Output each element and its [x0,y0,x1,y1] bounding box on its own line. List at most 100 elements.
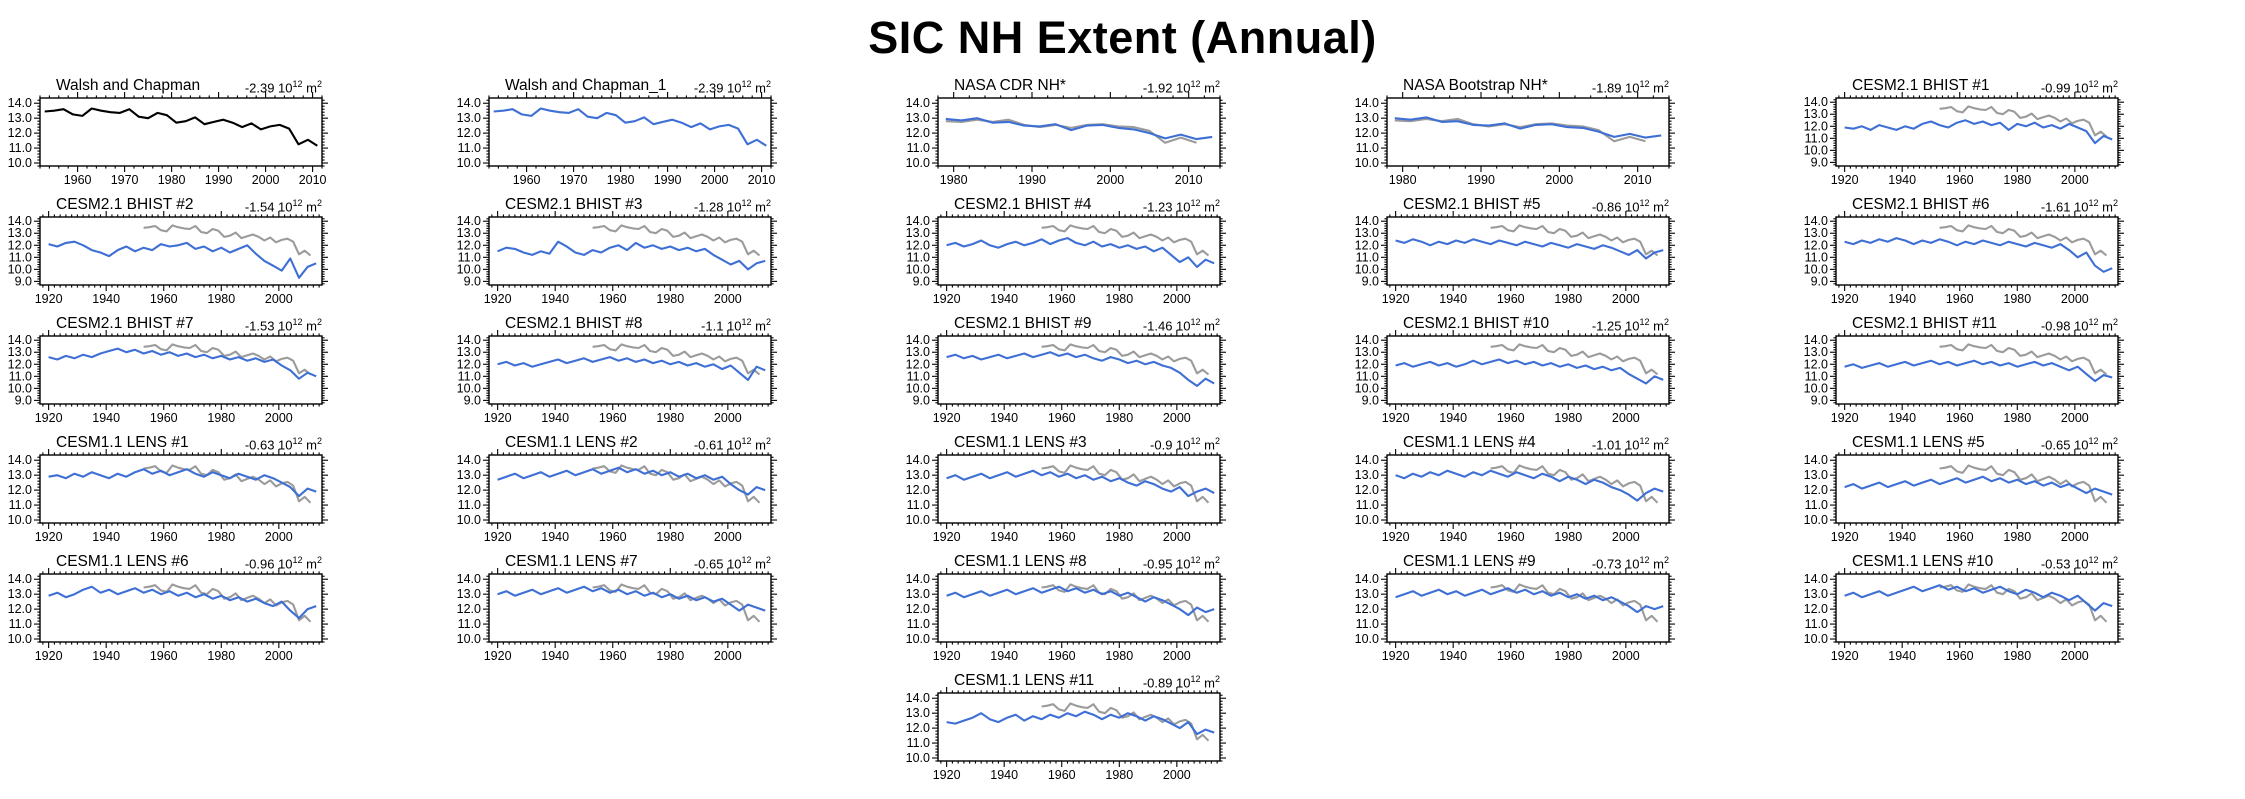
y-tick-label: 11.0 [1805,498,1828,512]
subplot-title: NASA Bootstrap NH* [1403,77,1548,94]
x-tick-label: 1960 [1946,411,1974,425]
observation-line [1041,224,1210,257]
y-tick-label: 11.0 [1356,141,1379,155]
y-tick-label: 11.0 [458,369,481,383]
model-line [1844,584,2113,612]
plot-frame [488,573,772,643]
x-tick-label: 1940 [1439,292,1467,306]
model-line [497,356,766,381]
subplot-title: CESM1.1 LENS #3 [954,434,1087,451]
x-tick-label: 1980 [1105,530,1133,544]
x-tick-label: 1980 [1554,411,1582,425]
x-tick-label: 1920 [484,411,512,425]
x-tick-label: 1940 [990,292,1018,306]
x-tick-label: 2000 [1163,411,1191,425]
model-line [1844,359,2113,383]
y-tick-label: 11.0 [1356,369,1379,383]
subplot-canvas: 1960 1970 1980 1990 2000 2010 10.011.012.013.0… [457,92,777,187]
y-tick-label: 14.0 [1804,572,1828,586]
x-tick-label: 1940 [1888,411,1916,425]
observation-line [1490,343,1659,376]
model-line [946,710,1215,736]
subplot-nasa-bootstrap-nh: 1980 1990 2000 2010 10.0 11.0 12.0 13.0 14.0 NASA… [1347,76,1796,195]
x-tick-label: 2000 [1096,173,1124,187]
y-tick-label: 10.0 [457,381,481,395]
y-tick-label: 11.0 [1356,250,1379,264]
x-tick-label: 1980 [1554,530,1582,544]
y-tick-label: 11.0 [907,250,930,264]
subplot-cesm1-1-lens-4: 1920 1940 1960 1980 2000 10.0 11.0 12.0 13.0 14.0… [1347,433,1796,552]
y-tick-label: 13.0 [8,345,32,359]
y-tick-label: 12.0 [1804,357,1828,371]
y-tick-label: 10.0 [1355,632,1379,646]
subplot-cesm1-1-lens-3: 1920 1940 1960 1980 2000 10.0 11.0 12.0 13.0 14.0… [898,433,1347,552]
subplot-canvas: 1920 1940 1960 1980 2000 9.010.011.012.013.01… [906,330,1226,425]
y-tick-label: 12.0 [1804,602,1828,616]
y-tick-label: 10.0 [8,262,32,276]
model-line [1395,469,1664,502]
x-tick-label: 1920 [35,530,63,544]
model-line [48,585,317,620]
y-tick-label: 10.0 [1804,143,1828,157]
trend-value-label: -1.92 1012 m2 [1142,79,1220,96]
y-tick-label: 13.0 [8,468,32,482]
y-tick-label: 14.0 [8,453,32,467]
observation-line [1939,583,2108,623]
y-tick-label: 11.0 [458,250,481,264]
x-tick-label: 1920 [1831,292,1859,306]
y-tick-label: 9.0 [464,274,481,288]
x-tick-label: 2000 [714,411,742,425]
x-tick-label: 1960 [1946,530,1974,544]
x-tick-label: 1980 [1105,411,1133,425]
y-tick-label: 10.0 [906,156,930,170]
x-tick-label: 2000 [714,649,742,663]
subplot-canvas: 1920 1940 1960 1980 2000 10.011.012.013.014.0 [1804,568,2124,663]
x-tick-label: 2010 [1624,173,1652,187]
y-tick-label: 10.0 [1804,632,1828,646]
x-tick-label: 2000 [2061,411,2089,425]
y-tick-label: 14.0 [906,96,930,110]
x-tick-label: 2000 [265,292,293,306]
x-tick-label: 1920 [1831,530,1859,544]
trend-value-label: -1.23 1012 m2 [1142,198,1220,215]
x-tick-label: 1940 [990,530,1018,544]
y-tick-label: 14.0 [457,96,481,110]
x-tick-label: 1920 [933,292,961,306]
subplot-cesm1-1-lens-11: 1920 1940 1960 1980 2000 10.0 11.0 12.0 13.0 14.0… [898,671,1347,790]
x-tick-label: 1940 [1888,173,1916,187]
observation-line [1041,464,1210,504]
trend-value-label: -0.98 1012 m2 [2040,317,2118,334]
x-tick-label: 2000 [1612,649,1640,663]
subplot-title: CESM1.1 LENS #7 [505,553,638,570]
subplot-cesm2-1-bhist-9: 1920 1940 1960 1980 2000 9.0 10.0 11.0 12.0 13.0 1… [898,314,1347,433]
y-tick-label: 11.0 [458,141,481,155]
subplot-cesm2-1-bhist-2: 1920 1940 1960 1980 2000 9.0 10.0 11.0 12.0 13.0 1… [0,195,449,314]
x-tick-label: 1960 [1497,411,1525,425]
x-tick-label: 1990 [654,173,682,187]
subplot-title: CESM1.1 LENS #6 [56,553,189,570]
x-tick-label: 2000 [2061,530,2089,544]
trend-value-label: -1.01 1012 m2 [1591,436,1669,453]
subplot-title: CESM1.1 LENS #5 [1852,434,1985,451]
x-tick-label: 1940 [92,530,120,544]
y-tick-label: 11.0 [1356,498,1379,512]
x-tick-label: 1980 [207,530,235,544]
y-tick-label: 14.0 [457,333,481,347]
y-tick-label: 10.0 [1355,156,1379,170]
x-tick-label: 1920 [1382,411,1410,425]
plot-frame [1835,454,2119,524]
y-tick-label: 10.0 [1804,262,1828,276]
x-tick-label: 1960 [1048,530,1076,544]
subplot-cesm1-1-lens-1: 1920 1940 1960 1980 2000 10.0 11.0 12.0 13.0 14.0… [0,433,449,552]
subplot-title: CESM2.1 BHIST #9 [954,315,1092,332]
model-line [1395,238,1664,260]
y-tick-label: 13.0 [8,226,32,240]
figure-header: SIC NH Extent (Annual) [0,0,2245,76]
trend-value-label: -1.61 1012 m2 [2040,198,2118,215]
y-tick-label: 13.0 [1804,587,1828,601]
y-tick-label: 11.0 [9,250,32,264]
subplot-canvas: 1920 1940 1960 1980 2000 9.010.011.012.013.01… [1804,211,2124,306]
model-line [497,240,766,271]
observation-line [592,343,761,376]
subplot-canvas: 1920 1940 1960 1980 2000 10.011.012.013.014.0 [906,687,1226,782]
